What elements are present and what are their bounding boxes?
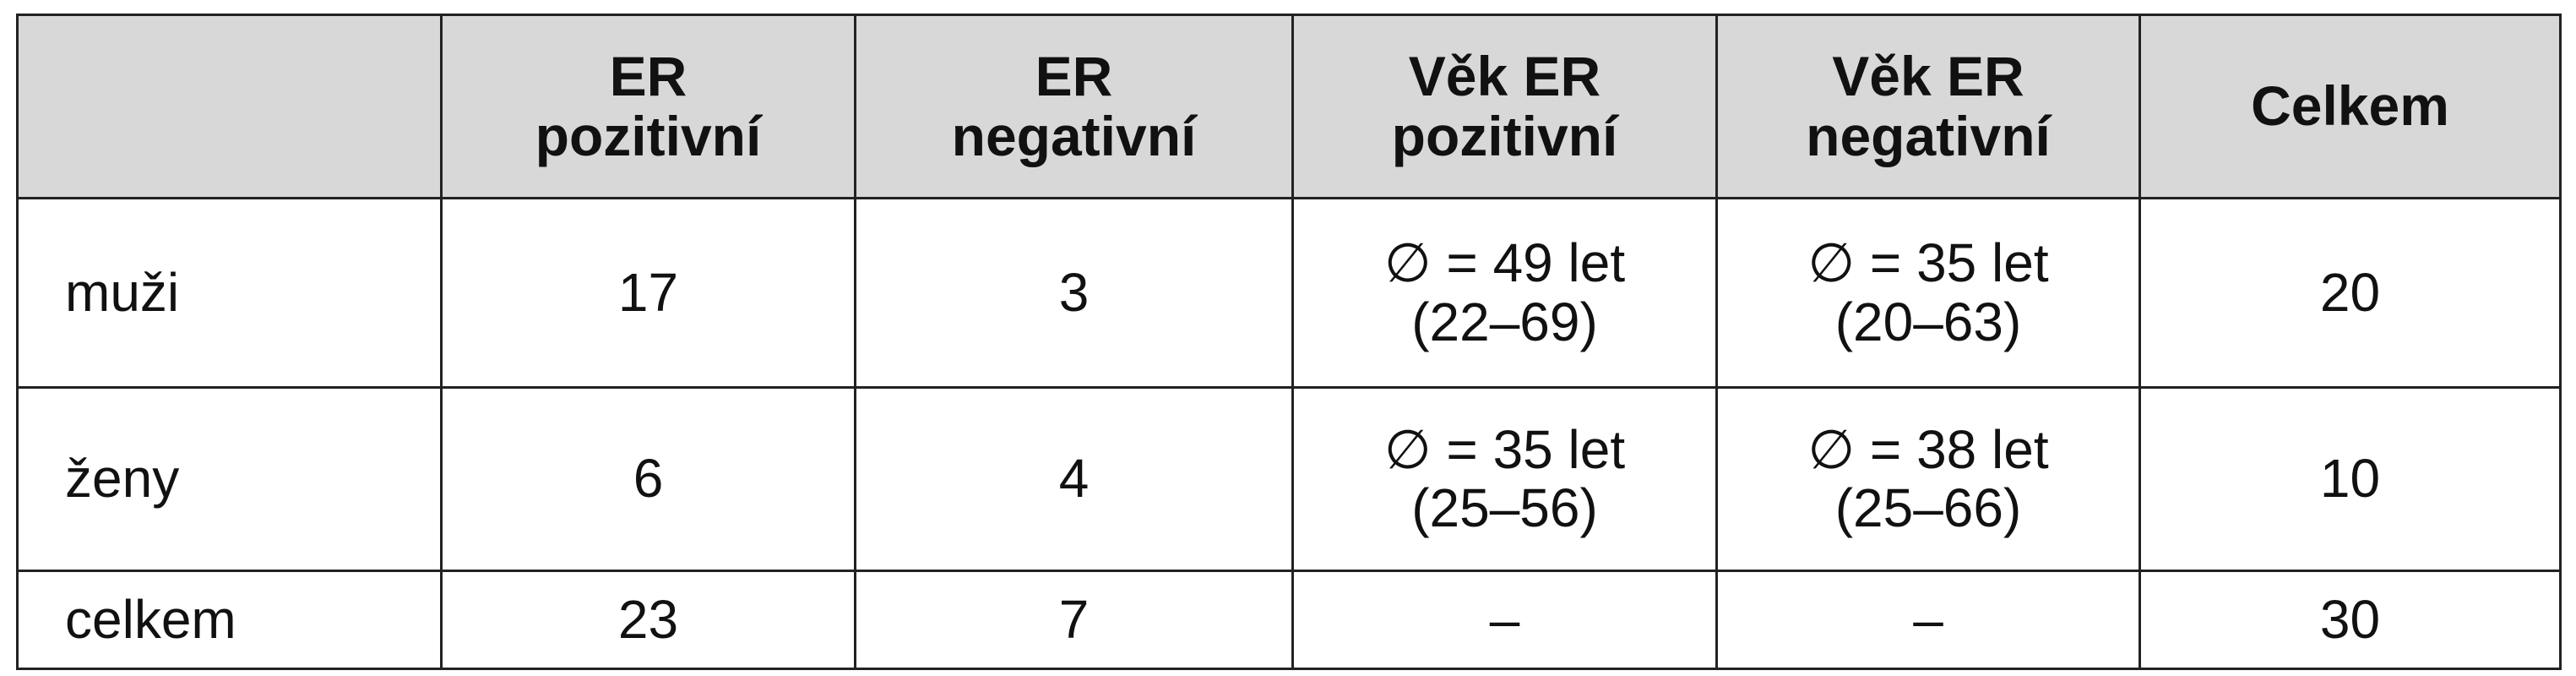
- table-row: ženy 6 4 ∅ = 35 let (25–56) ∅ = 38 let (25–6…: [16, 386, 2562, 572]
- row-label: muži: [16, 197, 443, 389]
- cell: 23: [440, 570, 856, 670]
- header-cell: Věk ER pozitivní: [1291, 14, 1718, 199]
- cell: ∅ = 35 let (25–56): [1291, 386, 1718, 572]
- header-cell: ER pozitivní: [440, 14, 856, 199]
- cell: 10: [2139, 386, 2562, 572]
- cell: –: [1715, 570, 2141, 670]
- cell: 17: [440, 197, 856, 389]
- row-label: celkem: [16, 570, 443, 670]
- table-row: celkem 23 7– –30: [16, 570, 2562, 670]
- cell: –: [1291, 570, 1718, 670]
- cell: 3: [854, 197, 1294, 389]
- header-cell: [16, 14, 443, 199]
- cell: 7: [854, 570, 1294, 670]
- header-cell: Věk ER negativní: [1715, 14, 2141, 199]
- cell: ∅ = 38 let (25–66): [1715, 386, 2141, 572]
- cell: 20: [2139, 197, 2562, 389]
- cell: 6: [440, 386, 856, 572]
- header-cell: Celkem: [2139, 14, 2562, 199]
- row-label: ženy: [16, 386, 443, 572]
- table-body: muži 17 3 ∅ = 49 let (22–69) ∅ = 35 let (20–…: [16, 197, 2562, 670]
- cell: 30: [2139, 570, 2562, 670]
- cell: 4: [854, 386, 1294, 572]
- data-table: ER pozitivní ER negativní Věk ER pozitivní…: [16, 14, 2562, 670]
- cell: ∅ = 35 let (20–63): [1715, 197, 2141, 389]
- header-cell: ER negativní: [854, 14, 1294, 199]
- table-header: ER pozitivní ER negativní Věk ER pozitivní…: [16, 14, 2562, 199]
- table-row: muži 17 3 ∅ = 49 let (22–69) ∅ = 35 let (20–…: [16, 197, 2562, 389]
- cell: ∅ = 49 let (22–69): [1291, 197, 1718, 389]
- header-row: ER pozitivní ER negativní Věk ER pozitivní…: [16, 14, 2562, 199]
